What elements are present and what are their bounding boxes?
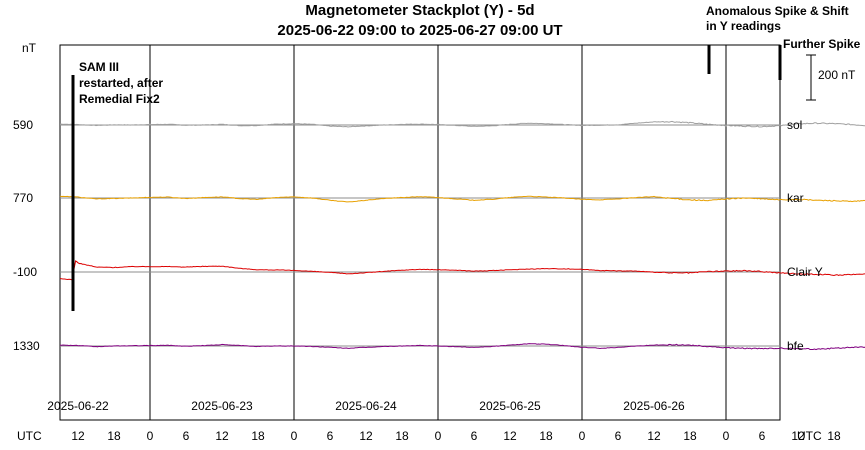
hour-tick-label: 18 — [395, 429, 409, 443]
hour-tick-label: 6 — [327, 429, 334, 443]
series-line-clair-y — [59, 260, 865, 281]
baseline-labels: 590 770 -100 1330 — [13, 118, 40, 353]
baseline-label: 770 — [13, 191, 33, 205]
hour-tick-label: 18 — [683, 429, 697, 443]
day-label: 2025-06-23 — [191, 399, 253, 413]
hour-tick-label: 0 — [291, 429, 298, 443]
x-axis-label-right: UTC — [797, 429, 822, 443]
series-line-bfe — [60, 343, 865, 351]
hour-tick-label: 0 — [723, 429, 730, 443]
hour-tick-label: 18 — [251, 429, 265, 443]
annotation-sam-restart: Remedial Fix2 — [79, 92, 160, 106]
hour-tick-label: 0 — [147, 429, 154, 443]
hour-tick-label: 6 — [183, 429, 190, 443]
y-unit-label: nT — [22, 41, 37, 55]
hour-tick-label: 6 — [759, 429, 766, 443]
hour-tick-label: 0 — [435, 429, 442, 443]
day-label: 2025-06-22 — [47, 399, 109, 413]
series-names: sol kar Clair Y bfe — [787, 118, 823, 353]
scale-bar: 200 nT — [806, 54, 856, 101]
hour-tick-label: 6 — [471, 429, 478, 443]
hour-tick-label: 18 — [107, 429, 121, 443]
annotation-anomalous-spike: Anomalous Spike & Shift — [706, 4, 849, 18]
day-labels: 2025-06-22 2025-06-23 2025-06-24 2025-06-25… — [47, 399, 685, 413]
baseline-label: 1330 — [13, 339, 40, 353]
day-label: 2025-06-24 — [335, 399, 397, 413]
day-label: 2025-06-25 — [479, 399, 541, 413]
hour-tick-label: 12 — [791, 429, 805, 443]
baseline-label: 590 — [13, 118, 33, 132]
series-name: bfe — [787, 339, 804, 353]
baseline-label: -100 — [13, 265, 37, 279]
series-baselines — [60, 124, 780, 347]
hour-tick-label: 6 — [615, 429, 622, 443]
hour-tick-label: 12 — [71, 429, 85, 443]
annotation-further-spike: Further Spike — [783, 37, 861, 51]
hour-tick-label: 12 — [647, 429, 661, 443]
series-line-sol — [60, 120, 865, 128]
hour-tick-label: 0 — [579, 429, 586, 443]
day-label: 2025-06-26 — [623, 399, 685, 413]
hour-tick-label: 18 — [539, 429, 553, 443]
annotations: SAM III restarted, after Remedial Fix2 Anom… — [71, 4, 861, 311]
series-lines — [59, 120, 865, 351]
series-name: sol — [787, 118, 802, 132]
hour-tick-label: 18 — [827, 429, 841, 443]
series-line-kar — [59, 195, 865, 203]
series-name: kar — [787, 191, 804, 205]
x-axis-ticks: 121806121806121806121806121806121806 — [71, 429, 841, 443]
chart-subtitle: 2025-06-22 09:00 to 2025-06-27 09:00 UT — [277, 22, 562, 39]
annotation-anomalous-spike: in Y readings — [706, 19, 781, 33]
series-name: Clair Y — [787, 265, 823, 279]
annotation-sam-restart: restarted, after — [79, 76, 163, 90]
scale-bar-label: 200 nT — [818, 68, 856, 82]
hour-tick-label: 12 — [215, 429, 229, 443]
plot-frame — [59, 44, 781, 421]
x-axis-label-left: UTC — [17, 429, 42, 443]
chart-title: Magnetometer Stackplot (Y) - 5d — [305, 2, 534, 19]
day-separators — [149, 45, 727, 420]
annotation-sam-restart: SAM III — [79, 60, 119, 74]
hour-tick-label: 12 — [503, 429, 517, 443]
hour-tick-label: 12 — [359, 429, 373, 443]
